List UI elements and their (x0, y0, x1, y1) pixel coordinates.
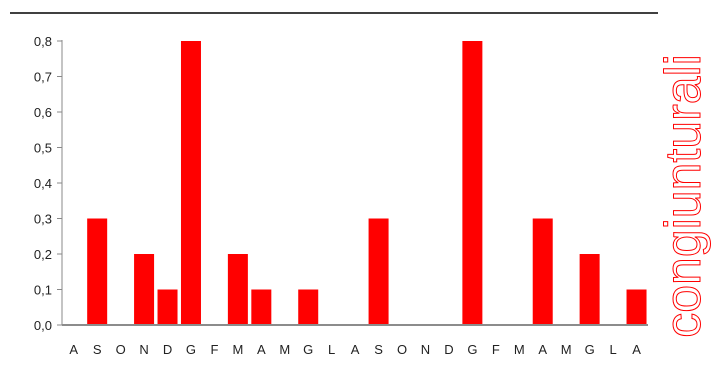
bar-8 (251, 289, 272, 325)
x-tick-label: L (609, 342, 616, 357)
x-tick-label: A (257, 342, 266, 357)
y-tick-label: 0,8 (34, 34, 52, 49)
x-tick-label: O (116, 342, 126, 357)
x-tick-label: S (374, 342, 383, 357)
y-tick-label: 0,0 (34, 318, 52, 333)
x-tick-label: N (139, 342, 148, 357)
y-tick-label: 0,7 (34, 70, 52, 85)
x-tick-label: S (93, 342, 102, 357)
bar-24 (626, 289, 647, 325)
x-tick-label: D (163, 342, 172, 357)
y-axis-ticks: 0,0 0,1 0,2 0,3 0,4 0,5 0,6 0,7 0,8 (34, 34, 62, 333)
x-tick-label: M (232, 342, 243, 357)
bar-22 (579, 254, 600, 325)
bar-5 (180, 41, 201, 325)
bar-10 (298, 289, 319, 325)
bar-7 (227, 254, 248, 325)
bars (87, 41, 647, 325)
side-label: congiunturali (655, 54, 711, 338)
x-tick-label: G (303, 342, 313, 357)
y-tick-label: 0,1 (34, 283, 52, 298)
x-tick-label: G (467, 342, 477, 357)
x-tick-label: G (585, 342, 595, 357)
bar-13 (368, 218, 389, 325)
y-tick-label: 0,4 (34, 176, 52, 191)
x-tick-label: M (561, 342, 572, 357)
y-tick-label: 0,2 (34, 247, 52, 262)
x-tick-label: G (186, 342, 196, 357)
bar-1 (87, 218, 108, 325)
x-tick-label: A (351, 342, 360, 357)
y-tick-label: 0,5 (34, 141, 52, 156)
x-tick-label: D (444, 342, 453, 357)
y-tick-label: 0,3 (34, 212, 52, 227)
x-tick-label: F (210, 342, 218, 357)
bar-3 (134, 254, 155, 325)
bar-20 (532, 218, 553, 325)
x-tick-label: A (538, 342, 547, 357)
x-tick-label: O (397, 342, 407, 357)
bar-4 (157, 289, 178, 325)
x-tick-label: A (632, 342, 641, 357)
x-tick-label: M (279, 342, 290, 357)
bar-17 (462, 41, 483, 325)
x-tick-label: N (421, 342, 430, 357)
y-tick-label: 0,6 (34, 105, 52, 120)
x-tick-label: F (492, 342, 500, 357)
x-tick-label: M (514, 342, 525, 357)
x-tick-label: A (69, 342, 78, 357)
x-tick-label: L (328, 342, 335, 357)
